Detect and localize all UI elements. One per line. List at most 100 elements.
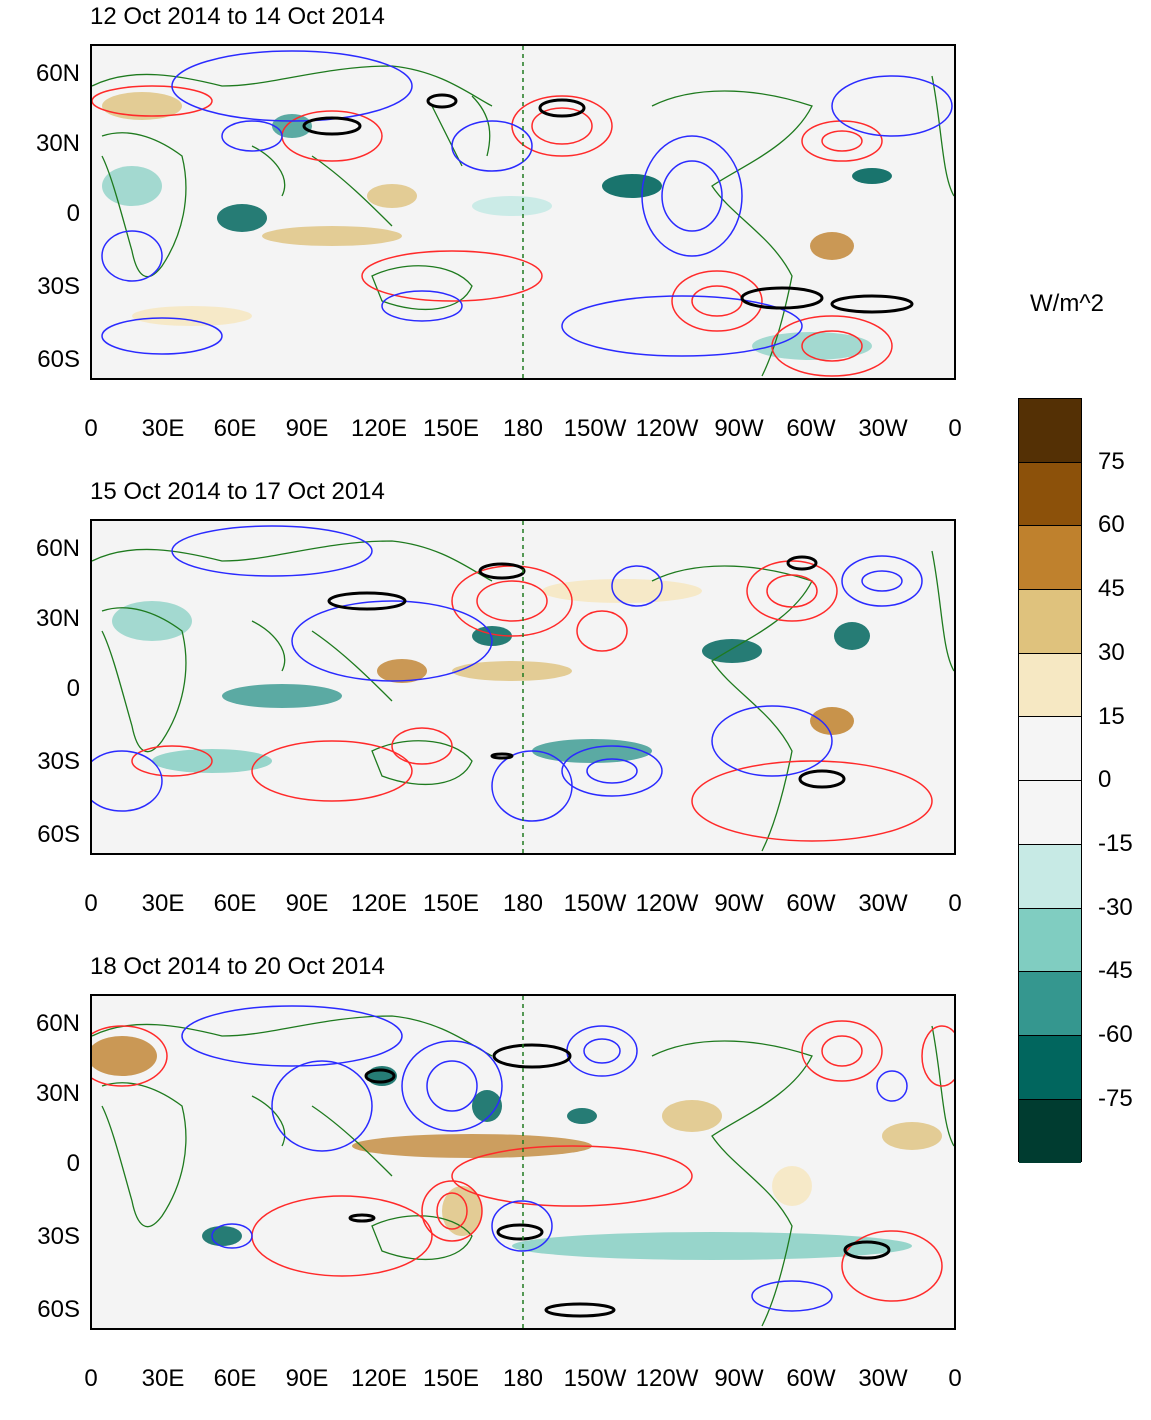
significance-contours [327, 555, 846, 789]
colorbar-segment [1019, 908, 1081, 973]
lon-label: 90W [714, 890, 764, 917]
panel-title: 12 Oct 2014 to 14 Oct 2014 [90, 3, 385, 30]
lon-label: 150W [563, 890, 627, 917]
anomaly-shading [92, 1036, 942, 1260]
map-svg [92, 46, 954, 378]
map-panel-2: 15 Oct 2014 to 17 Oct 2014 [0, 475, 1000, 945]
colorbar-units: W/m^2 [1030, 290, 1104, 317]
lat-label-60s: 60S [37, 821, 80, 848]
lon-label: 180 [502, 1365, 544, 1392]
lon-label: 60W [786, 890, 836, 917]
colorbar-tick-label: 60 [1098, 511, 1125, 539]
lon-label: 60W [786, 1365, 836, 1392]
lat-label-30s: 30S [37, 1223, 80, 1250]
coastlines [92, 540, 954, 852]
colorbar-tick-label: 0 [1098, 766, 1112, 794]
lon-label: 30E [141, 415, 185, 442]
colorbar-segment [1019, 781, 1081, 845]
panel-title: 15 Oct 2014 to 17 Oct 2014 [90, 478, 385, 505]
lon-label: 180 [502, 890, 544, 917]
lon-label: 0 [84, 890, 98, 917]
lon-label: 120E [350, 415, 408, 442]
lat-label-30s: 30S [37, 748, 80, 775]
positive-contours [92, 1020, 954, 1302]
colorbar-segment [1019, 972, 1081, 1036]
lon-label: 90W [714, 415, 764, 442]
colorbar-tick-label: -45 [1098, 957, 1133, 985]
lon-label: 60E [213, 1365, 257, 1392]
map-svg [92, 521, 954, 853]
lon-label: 60W [786, 415, 836, 442]
lat-label-60s: 60S [37, 346, 80, 373]
lon-label: 150W [563, 415, 627, 442]
lon-label: 90W [714, 1365, 764, 1392]
lon-label: 60E [213, 415, 257, 442]
map-plot-area [90, 994, 956, 1330]
lon-label: 180 [502, 415, 544, 442]
panel-title: 18 Oct 2014 to 20 Oct 2014 [90, 953, 385, 980]
lon-label: 30W [858, 415, 908, 442]
lon-label: 30E [141, 890, 185, 917]
colorbar-tick-label: -15 [1098, 829, 1133, 857]
positive-contours [131, 560, 933, 842]
lon-label: 150E [422, 415, 480, 442]
map-panel-3: 18 Oct 2014 to 20 Oct 2014 [0, 950, 1000, 1420]
lon-label: 120W [635, 890, 699, 917]
colorbar-tick-label: 30 [1098, 638, 1125, 666]
lat-label-30n: 30N [35, 605, 80, 632]
lon-label: 60E [213, 890, 257, 917]
map-plot-area [90, 44, 956, 380]
lon-label: 150E [422, 1365, 480, 1392]
colorbar-segment [1019, 717, 1081, 782]
lat-label-eq: 0 [66, 200, 80, 227]
negative-contours [92, 525, 923, 822]
lon-label: 90E [285, 415, 329, 442]
lon-label: 120W [635, 415, 699, 442]
lat-label-60s: 60S [37, 1296, 80, 1323]
lon-label: 30E [141, 1365, 185, 1392]
lon-label: 0 [84, 415, 98, 442]
colorbar-tick-label: -30 [1098, 893, 1133, 921]
colorbar-segment [1019, 653, 1081, 718]
anomaly-shading [102, 92, 892, 360]
lon-label: 150E [422, 890, 480, 917]
colorbar-tick-label: -60 [1098, 1021, 1133, 1048]
significance-contours [348, 1043, 891, 1318]
positive-contours [92, 85, 893, 377]
colorbar-tick-label: 15 [1098, 702, 1125, 730]
colorbar-segment [1019, 526, 1081, 591]
map-panel-1: 12 Oct 2014 to 14 Oct 2014 [0, 0, 1000, 470]
lon-label: 150W [563, 1365, 627, 1392]
lon-label: 30W [858, 1365, 908, 1392]
lon-label: 120W [635, 1365, 699, 1392]
significance-contours [302, 93, 914, 314]
colorbar-segment [1019, 590, 1081, 654]
negative-contours [181, 1005, 908, 1312]
colorbar-tick-label: -75 [1098, 1084, 1133, 1112]
lon-label: 0 [948, 1365, 962, 1392]
colorbar-segment [1019, 1099, 1081, 1164]
lon-label: 30W [858, 890, 908, 917]
colorbar-tick-label: 45 [1098, 575, 1125, 603]
lon-label: 90E [285, 1365, 329, 1392]
coastlines [92, 1015, 954, 1327]
map-plot-area [90, 519, 956, 855]
colorbar [1018, 398, 1082, 1164]
colorbar-segment [1019, 1035, 1081, 1100]
lat-label-60n: 60N [35, 535, 80, 562]
lat-label-30s: 30S [37, 273, 80, 300]
lat-label-60n: 60N [35, 1010, 80, 1037]
negative-contours [101, 50, 953, 357]
map-svg [92, 996, 954, 1328]
colorbar-segment [1019, 399, 1081, 463]
lon-label: 0 [84, 1365, 98, 1392]
lat-label-60n: 60N [35, 60, 80, 87]
lon-label: 0 [948, 890, 962, 917]
lat-label-eq: 0 [66, 1150, 80, 1177]
lat-label-30n: 30N [35, 1080, 80, 1107]
lon-label: 90E [285, 890, 329, 917]
colorbar-tick-label: 75 [1098, 447, 1125, 475]
colorbar-segment [1019, 844, 1081, 909]
lon-label: 120E [350, 1365, 408, 1392]
colorbar-segment [1019, 462, 1081, 527]
